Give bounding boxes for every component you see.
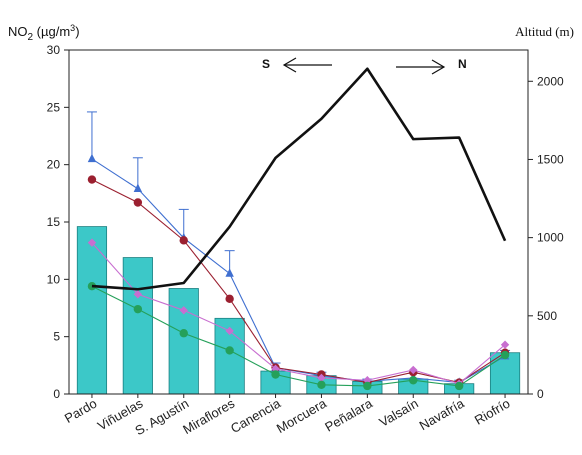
- x-category-label-0: Pardo: [62, 396, 100, 426]
- y-axis-ticks: 0 5 10 15 20 25 30: [47, 43, 69, 401]
- x-category-label-4: Canencia: [228, 395, 284, 436]
- y2-axis-ticks: 0 500 1000 1500 2000: [528, 74, 564, 401]
- y-tick-label-0: 0: [53, 387, 60, 401]
- south-arrow-icon: [282, 57, 332, 73]
- series-2-point-1: [133, 290, 143, 299]
- series-1-point-2: [179, 236, 188, 245]
- series-3-point-6: [363, 381, 372, 391]
- series-3-point-7: [409, 376, 418, 385]
- y2-tick-label-3: 1500: [537, 152, 564, 166]
- series-0-point-1: [133, 183, 143, 192]
- series-1-line: [91, 179, 506, 384]
- y2-tick-label-1: 500: [537, 309, 557, 323]
- series-3-point-4: [271, 370, 280, 379]
- series-2-point-9: [500, 340, 510, 349]
- series-0-line: [91, 158, 506, 384]
- y2-axis-title: Altitud (m): [515, 24, 574, 39]
- north-label: N: [458, 57, 467, 71]
- series-3-point-8: [454, 381, 464, 391]
- series-2-point-5: [317, 373, 326, 383]
- x-category-label-5: Morcuera: [274, 395, 330, 436]
- y2-tick-label-2: 1000: [537, 231, 564, 245]
- series-0-point-3: [225, 268, 234, 277]
- series-0-point-0: [87, 153, 97, 163]
- y-tick-label-1: 5: [53, 330, 60, 344]
- series-2-point-3: [225, 326, 234, 336]
- north-arrow-icon: [396, 59, 446, 75]
- series-2-line: [91, 242, 506, 385]
- series-3-point-1: [133, 304, 143, 314]
- series-1-point-1: [133, 198, 143, 207]
- series-1-point-0: [87, 175, 97, 184]
- series-3-line: [91, 285, 506, 387]
- y-tick-label-6: 30: [47, 43, 61, 57]
- bar-series: [76, 226, 521, 395]
- y2-tick-label-0: 0: [537, 387, 544, 401]
- x-category-label-3: Miraflores: [180, 395, 237, 437]
- series-2-point-2: [179, 306, 188, 315]
- series-3-point-2: [179, 329, 188, 338]
- y-tick-label-5: 25: [47, 100, 61, 114]
- bar-2: [168, 288, 199, 395]
- series-2-point-7: [409, 365, 418, 375]
- y-axis-title: NO2 (µg/m3): [8, 23, 80, 43]
- south-label: S: [262, 57, 270, 71]
- x-category-label-7: Valsaín: [377, 396, 421, 430]
- y-tick-label-2: 10: [47, 272, 61, 286]
- series-3-point-5: [317, 380, 326, 390]
- x-category-label-8: Navafría: [417, 395, 468, 433]
- series-1-point-3: [225, 294, 234, 304]
- y-tick-label-3: 15: [47, 215, 61, 229]
- altitude-series: [91, 67, 507, 291]
- y-tick-label-4: 20: [47, 158, 61, 172]
- altitude-line: [91, 67, 507, 291]
- x-category-label-6: Peñalara: [322, 395, 375, 434]
- series-3-point-9: [500, 350, 510, 360]
- line-series-group: [86, 111, 511, 391]
- bar-0: [76, 226, 108, 395]
- series-2-point-0: [87, 238, 97, 247]
- series-3-point-3: [225, 346, 234, 355]
- x-category-label-9: Riofrío: [472, 396, 513, 428]
- y2-tick-label-4: 2000: [537, 74, 564, 88]
- bar-1: [122, 257, 153, 395]
